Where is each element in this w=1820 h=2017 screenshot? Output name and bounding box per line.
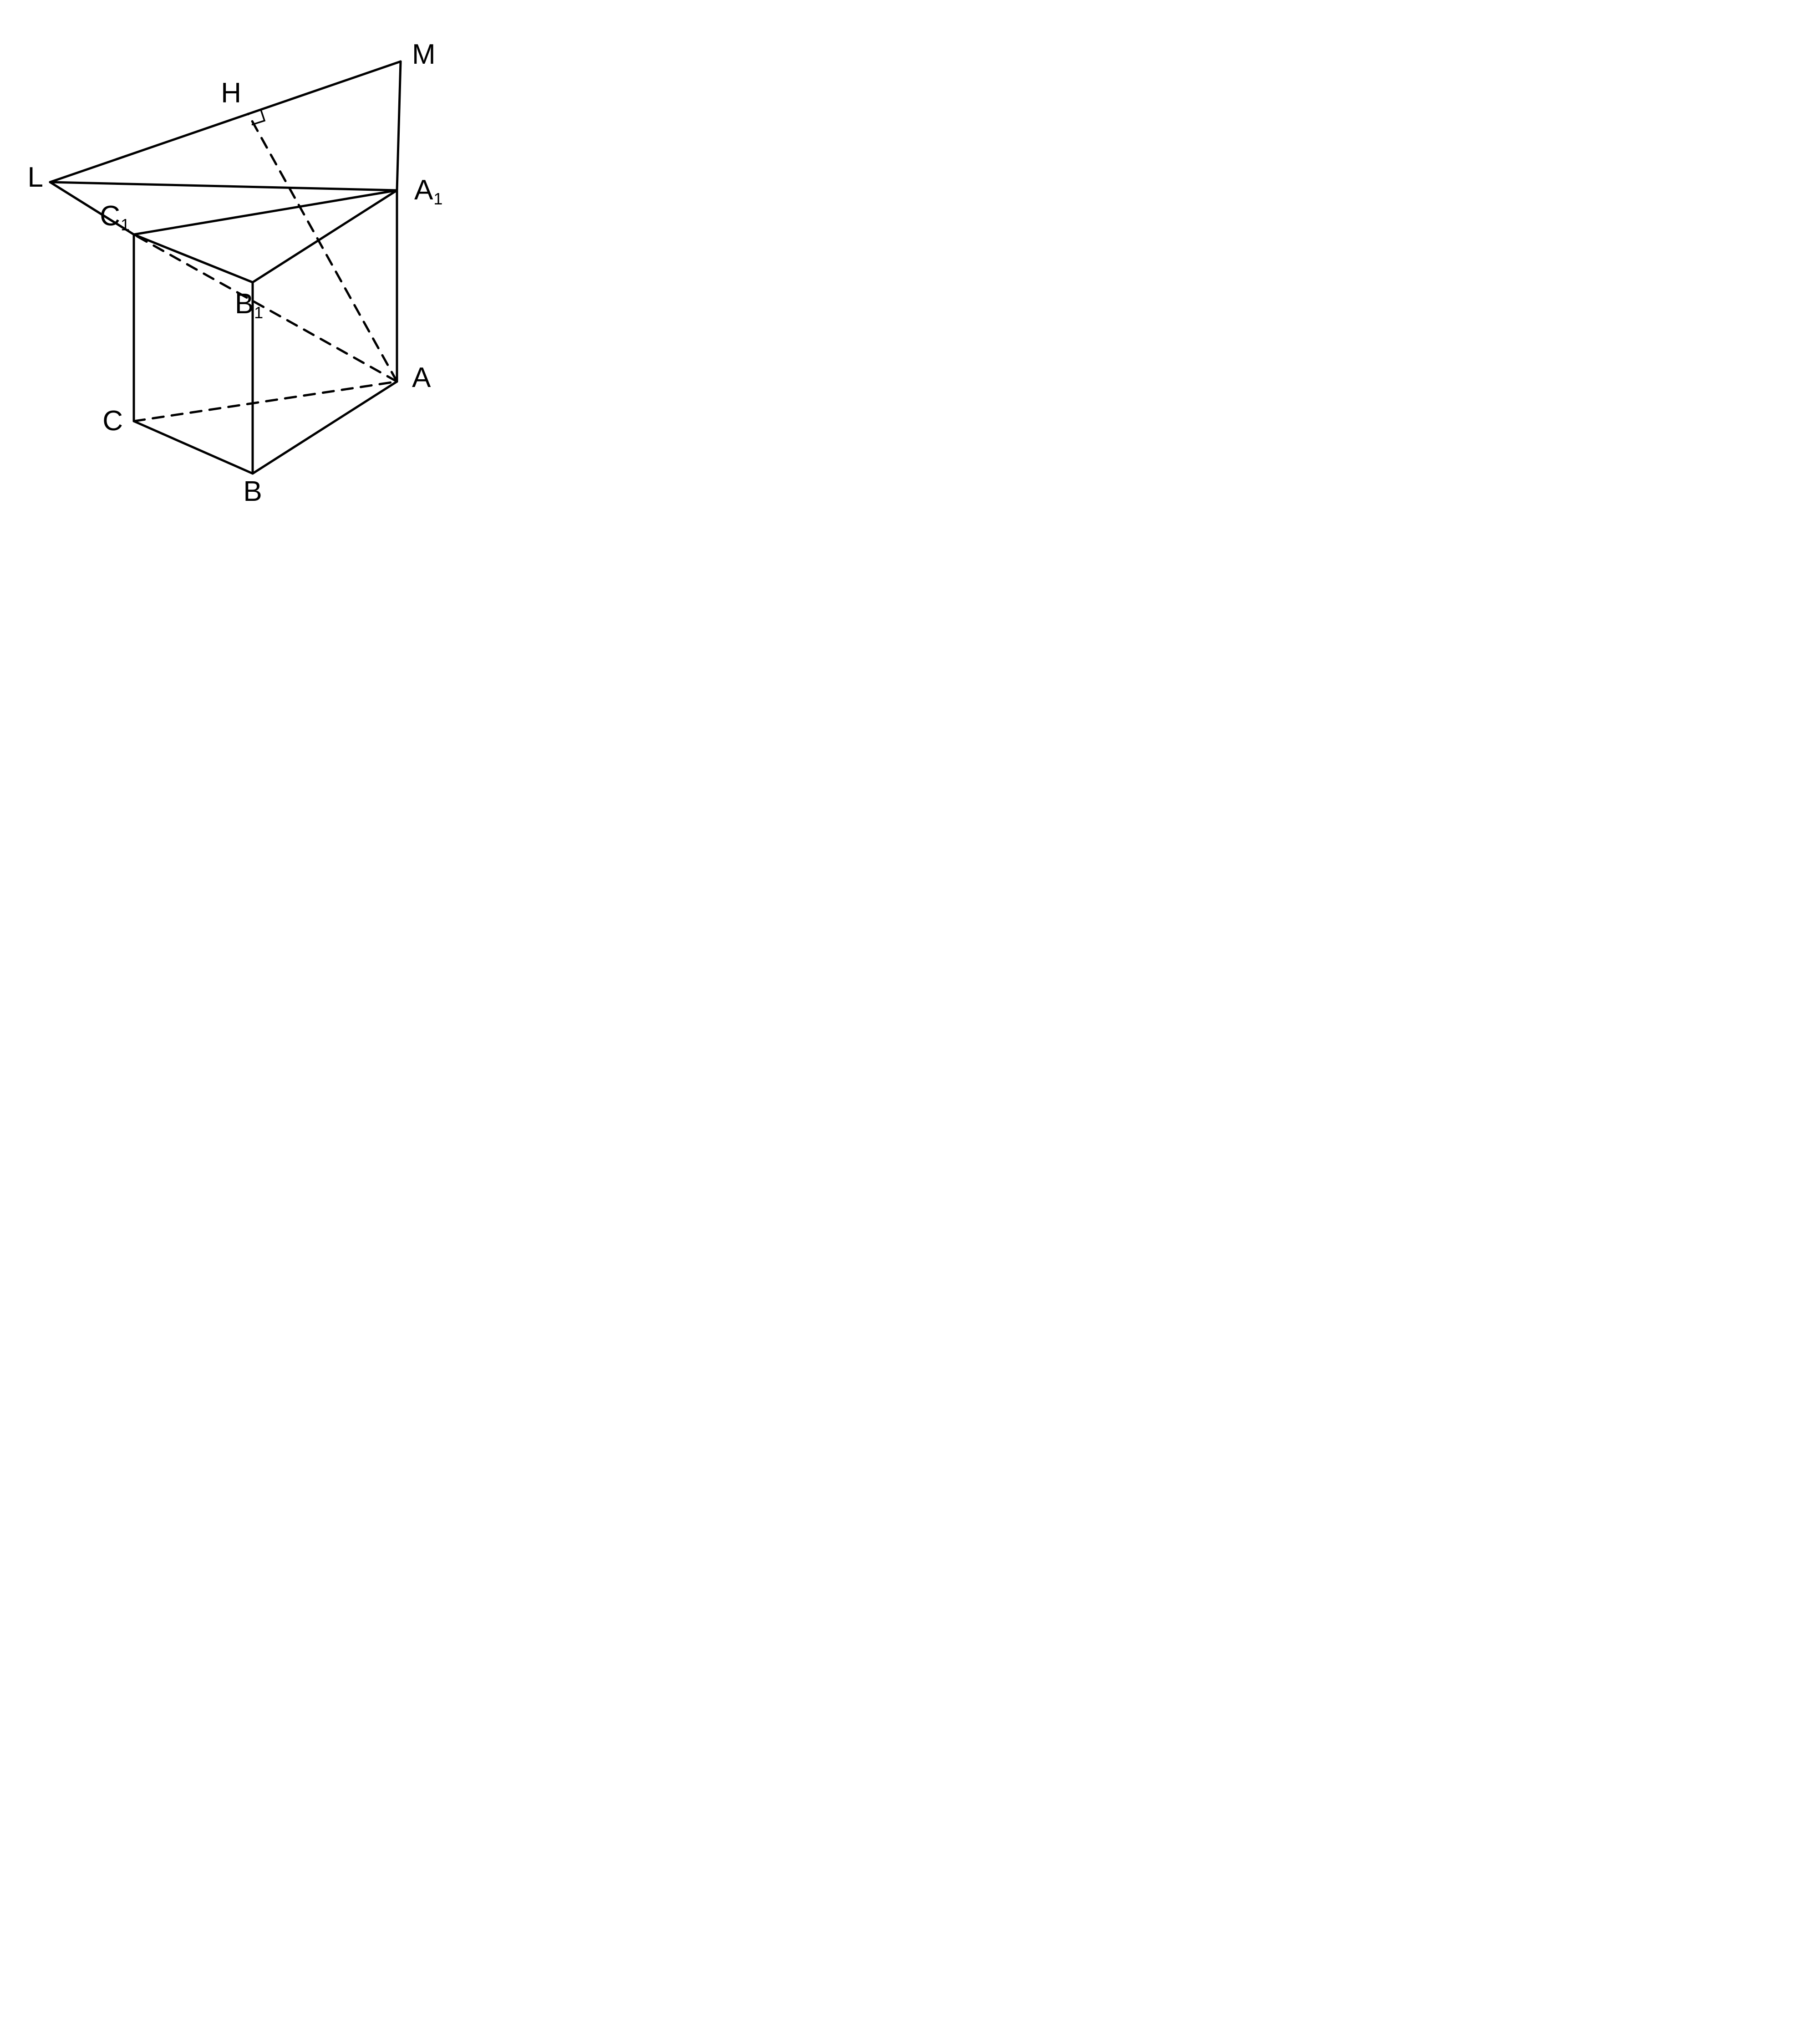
label-B1: B1 [235,288,263,322]
label-main-A: A [412,362,431,393]
edge-dashed-C-A [134,382,397,421]
edge-dashed-A-H [248,114,397,382]
edge-A1-L [50,182,397,190]
label-main-A1: A [414,174,433,206]
label-sub-B1: 1 [254,303,263,322]
edge-A1-B1 [253,190,397,282]
label-main-B: B [243,476,262,507]
label-main-L: L [28,162,43,193]
label-H: H [221,77,241,109]
label-M: M [412,39,436,70]
geometric-diagram: ABCA1B1C1LHM [0,0,466,508]
label-main-M: M [412,39,436,70]
edge-B-C [134,421,253,474]
label-L: L [28,162,43,193]
label-main-C1: C [100,200,120,232]
label-B: B [243,476,262,507]
label-C1: C1 [100,200,130,234]
label-main-H: H [221,77,241,109]
edge-A1-M [397,61,401,190]
label-A: A [412,362,431,393]
edge-C1-A1 [134,190,397,234]
label-main-B1: B [235,288,254,320]
label-A1: A1 [414,174,442,208]
label-C: C [102,405,123,437]
edge-dashed-A-C1 [134,234,397,382]
label-main-C: C [102,405,123,437]
edge-B1-C1 [134,234,253,282]
edge-A-B [253,382,397,474]
label-sub-A1: 1 [433,189,442,208]
label-sub-C1: 1 [121,215,130,234]
